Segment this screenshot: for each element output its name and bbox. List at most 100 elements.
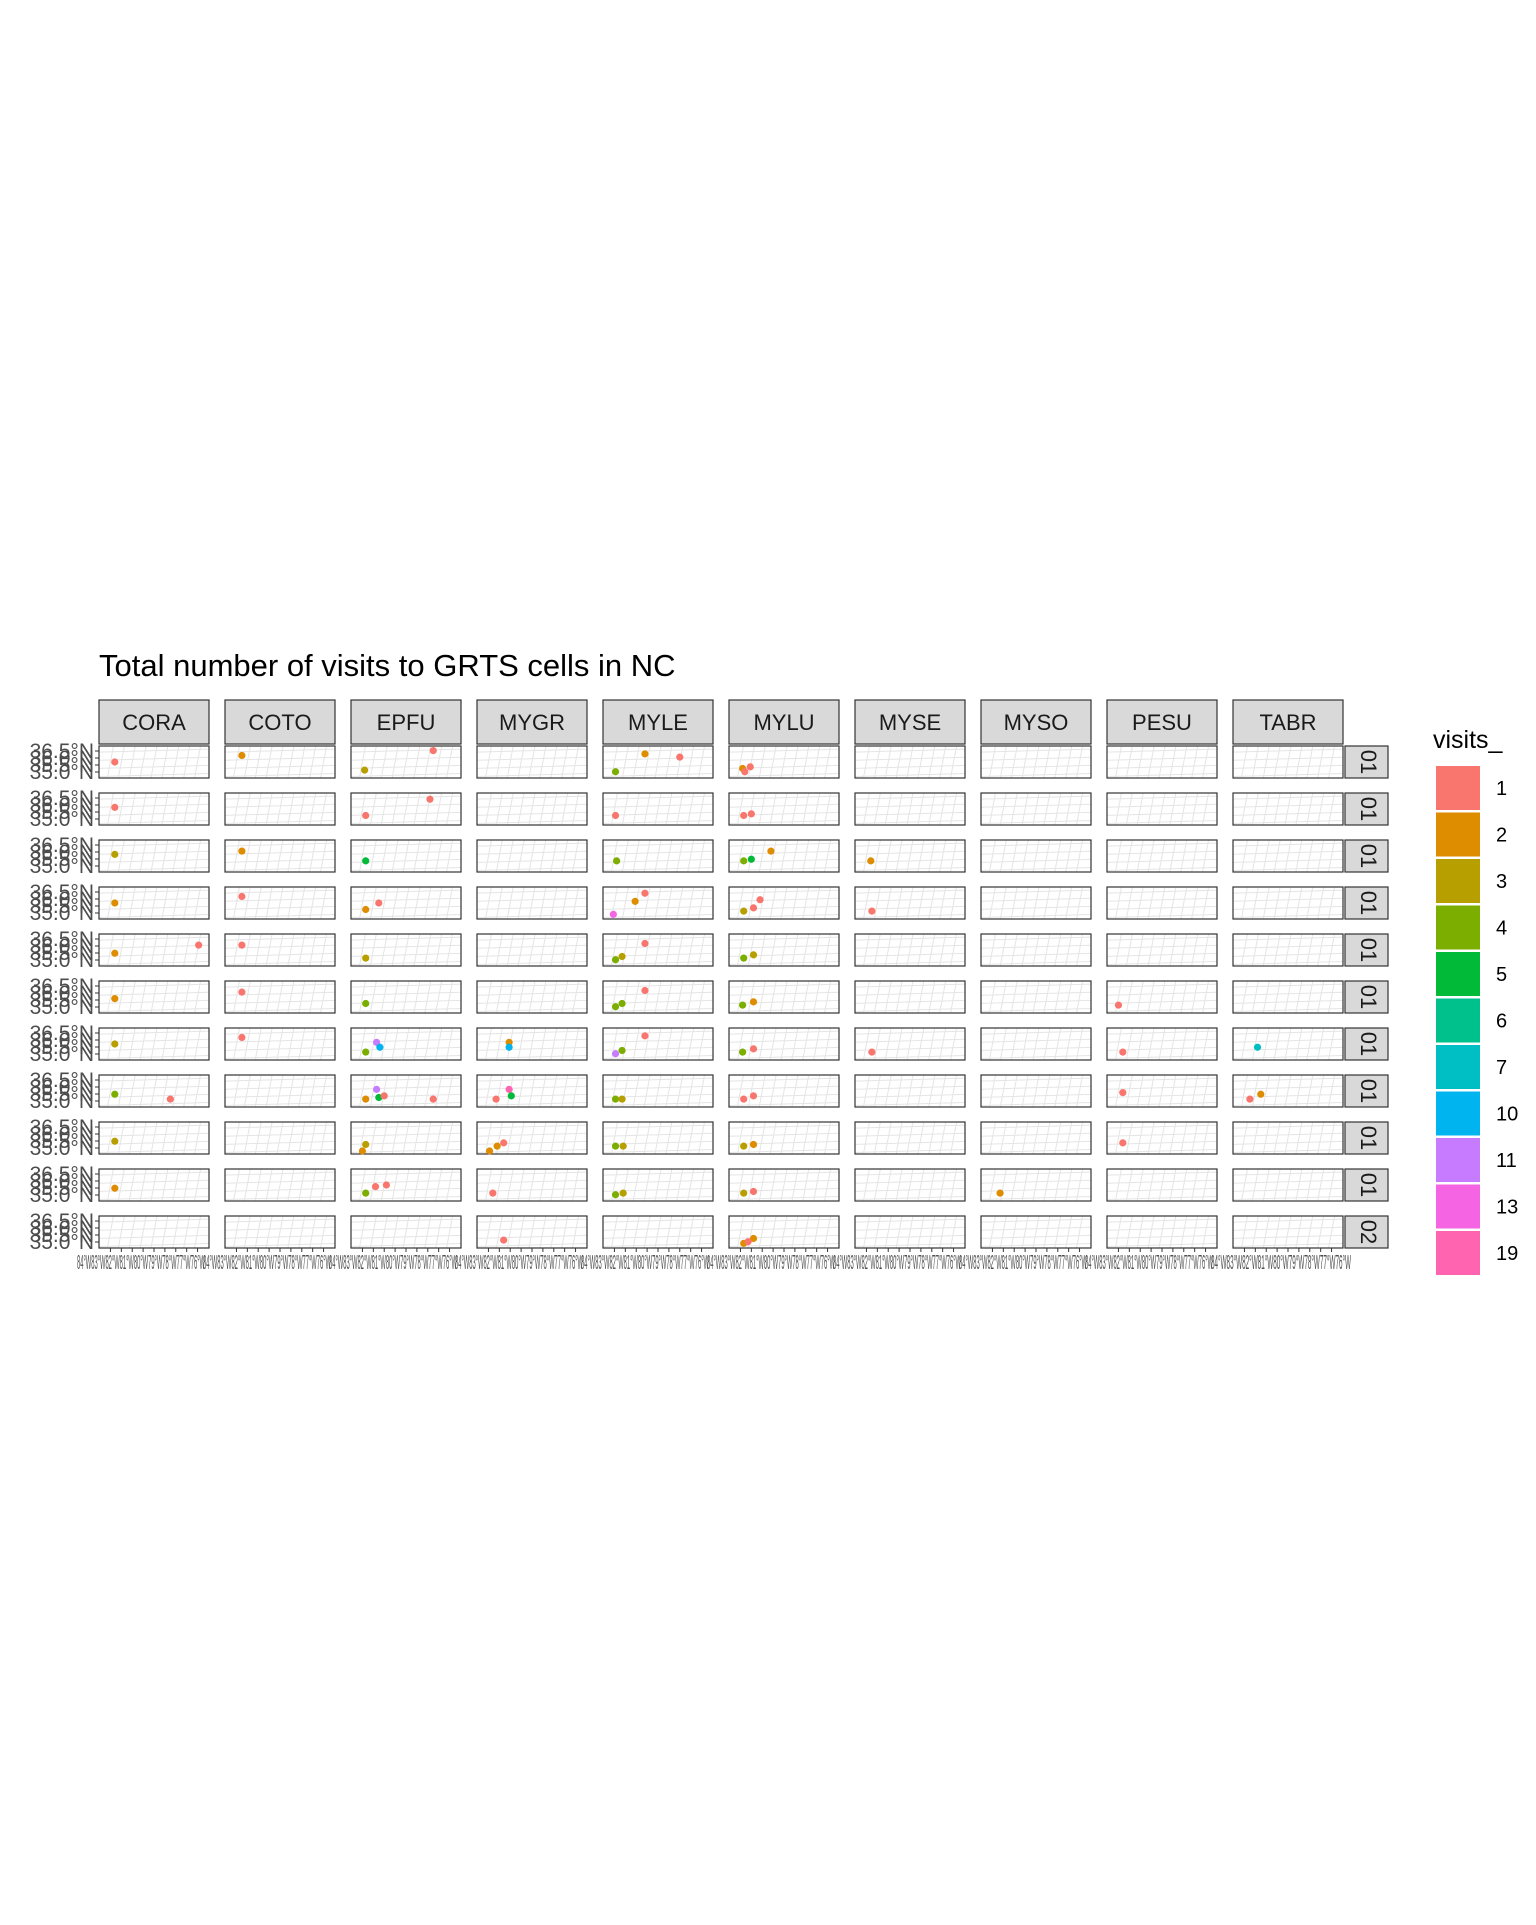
graticule-meridian [939, 1169, 947, 1201]
legend-key [1436, 905, 1480, 950]
graticule-meridian [446, 1216, 454, 1248]
graticule-parallel [603, 820, 713, 824]
panel-graticule [603, 793, 713, 825]
facet-panel [350, 792, 462, 826]
graticule-parallel [603, 905, 713, 910]
graticule-parallel [981, 1243, 1091, 1247]
data-point [641, 1032, 649, 1040]
facet-row-strip [1344, 1215, 1389, 1249]
graticule-meridian [320, 887, 328, 919]
graticule-meridian [1284, 1216, 1292, 1248]
graticule-parallel [729, 961, 839, 965]
graticule-parallel [351, 1171, 461, 1176]
y-tick-label: 35.5°N [30, 989, 94, 1012]
y-tick-label: 35.0°N [30, 1184, 94, 1207]
panel-graticule [729, 981, 839, 1013]
graticule-parallel [981, 764, 1091, 769]
graticule-meridian [1202, 1216, 1210, 1248]
graticule-parallel [603, 803, 713, 808]
panel-border [1232, 1074, 1344, 1108]
y-tick-label: 36.0°N [30, 1076, 94, 1099]
graticule-meridian [950, 840, 958, 872]
graticule-parallel [1233, 991, 1343, 996]
graticule-parallel [99, 820, 209, 824]
graticule-parallel [1233, 1132, 1343, 1137]
graticule-meridian [424, 981, 432, 1013]
data-point [611, 1142, 620, 1150]
graticule-meridian [917, 887, 925, 919]
panel-border [476, 1121, 588, 1155]
graticule-meridian [1169, 840, 1177, 872]
graticule-parallel [477, 811, 587, 816]
graticule-parallel [1233, 764, 1343, 769]
graticule-meridian [1180, 1028, 1188, 1060]
panel-border [854, 792, 966, 826]
graticule-meridian [572, 1075, 580, 1107]
graticule-parallel [603, 1085, 713, 1090]
graticule-meridian [802, 746, 810, 778]
graticule-meridian [802, 934, 810, 966]
facet-panel [224, 792, 336, 826]
y-tick-label: 35.0°N [30, 1090, 94, 1113]
graticule-meridian [917, 1122, 925, 1154]
graticule-meridian [572, 1169, 580, 1201]
facet-panel [224, 1027, 336, 1061]
graticule-meridian [1043, 1028, 1051, 1060]
graticule-parallel [351, 944, 461, 949]
graticule-meridian [1317, 1216, 1325, 1248]
panel-graticule [603, 1075, 713, 1107]
graticule-meridian [194, 793, 202, 825]
graticule-parallel [99, 764, 209, 769]
panel-border [350, 980, 462, 1014]
data-point [749, 1187, 758, 1196]
y-tick-label: 35.5°N [30, 1130, 94, 1153]
graticule-meridian [276, 1122, 284, 1154]
panel-border [854, 1027, 966, 1061]
panel-border [98, 1121, 210, 1155]
graticule-parallel [729, 999, 839, 1004]
legend-label: 6 [1496, 1011, 1507, 1033]
graticule-meridian [676, 793, 684, 825]
facet-panel [476, 839, 588, 873]
graticule-parallel [477, 1149, 587, 1153]
graticule-parallel [1107, 842, 1217, 847]
graticule-meridian [287, 981, 295, 1013]
graticule-meridian [183, 1122, 191, 1154]
data-point [1119, 1089, 1127, 1097]
graticule-meridian [287, 1075, 295, 1107]
graticule-parallel [855, 773, 965, 777]
data-point [996, 1189, 1004, 1197]
graticule-parallel [981, 914, 1091, 918]
data-point [111, 803, 119, 811]
panel-border [728, 792, 840, 826]
data-point [747, 855, 755, 863]
data-point [641, 750, 649, 758]
facet-panel [1232, 1215, 1344, 1249]
graticule-meridian [1180, 1122, 1188, 1154]
panel-border [728, 1074, 840, 1108]
graticule-parallel [981, 1046, 1091, 1051]
graticule-meridian [161, 1169, 169, 1201]
data-point [739, 1001, 747, 1009]
graticule-meridian [402, 746, 410, 778]
graticule-parallel [351, 1243, 461, 1247]
graticule-meridian [1191, 934, 1199, 966]
legend-title: visits_ [1433, 726, 1504, 754]
graticule-meridian [183, 1028, 191, 1060]
y-tick-label: 36.5°N [30, 787, 94, 810]
graticule-parallel [477, 773, 587, 777]
data-point [747, 810, 755, 818]
graticule-parallel [1107, 1149, 1217, 1153]
graticule-parallel [477, 1218, 587, 1223]
graticule-parallel [99, 1196, 209, 1200]
graticule-meridian [1076, 887, 1084, 919]
graticule-meridian [1054, 840, 1062, 872]
graticule-meridian [928, 840, 936, 872]
panel-graticule [603, 1216, 713, 1248]
graticule-meridian [194, 746, 202, 778]
graticule-meridian [435, 1169, 443, 1201]
data-point [1119, 1139, 1127, 1147]
panel-border [476, 886, 588, 920]
data-point [507, 1092, 515, 1100]
graticule-meridian [183, 887, 191, 919]
